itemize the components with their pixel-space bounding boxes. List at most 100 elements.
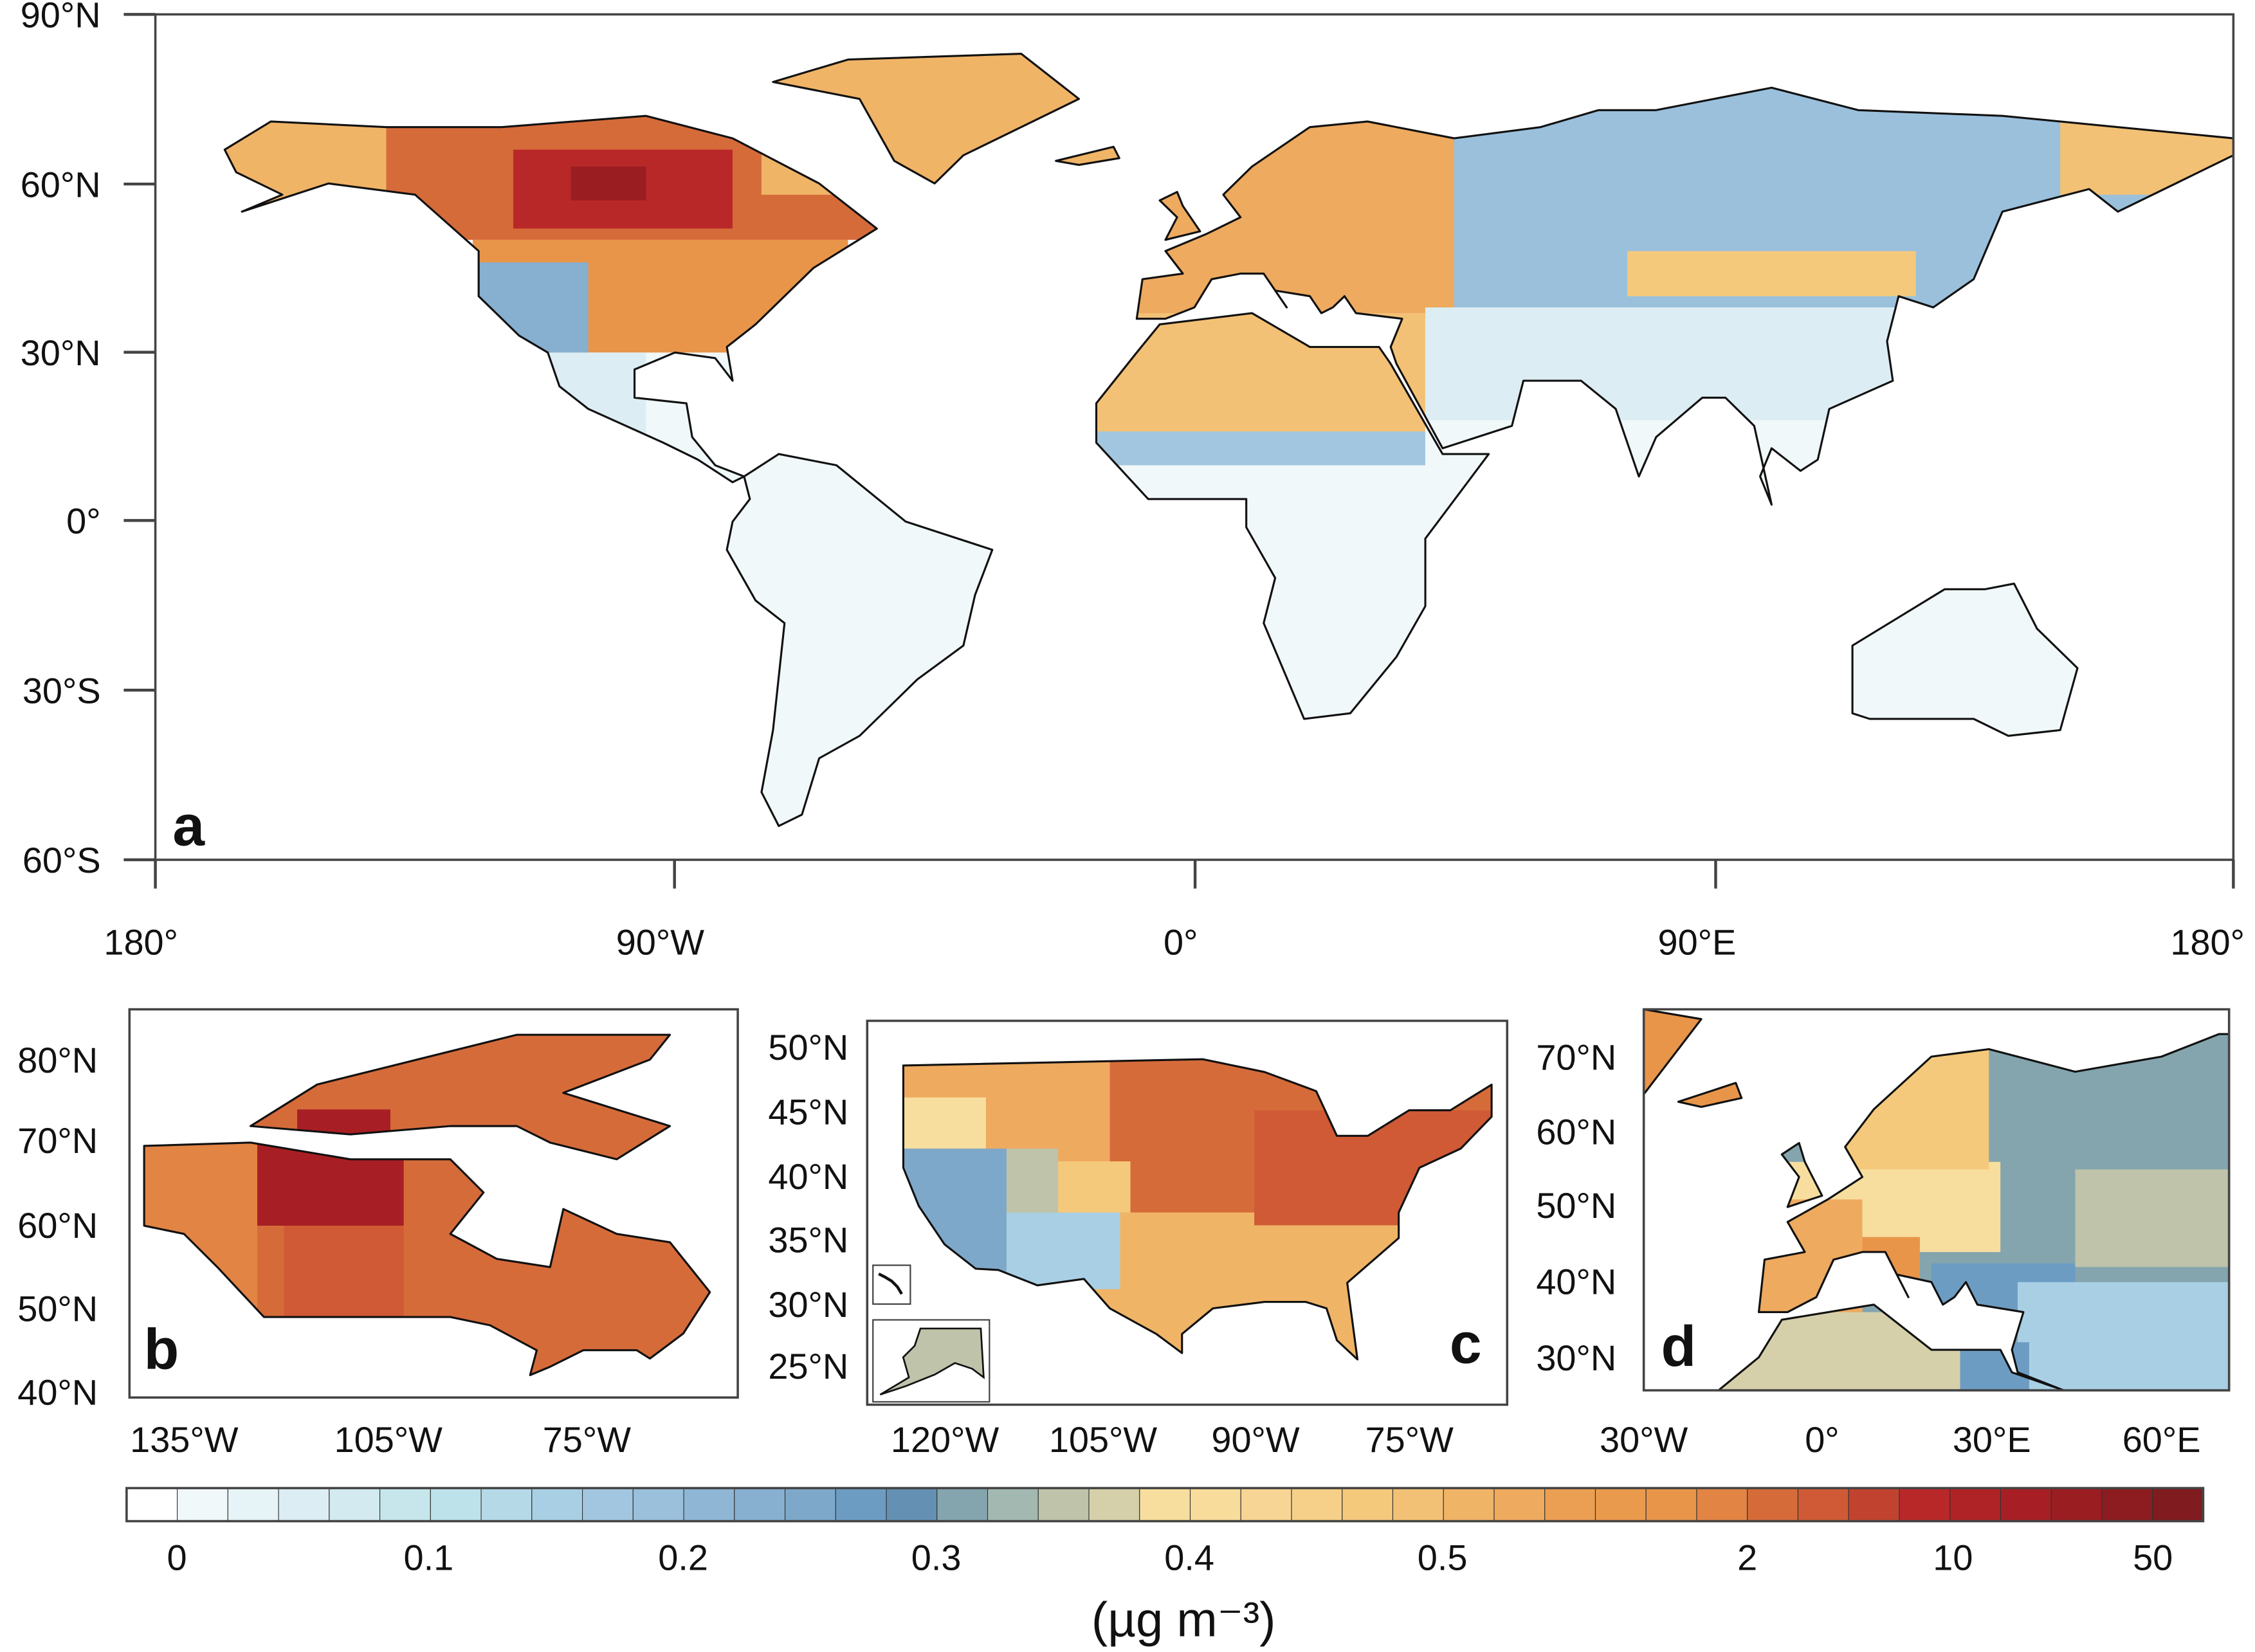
lat-tick: 90°N <box>21 0 101 35</box>
colorbar-swatch <box>987 1487 1039 1522</box>
lat-tick: 60°N <box>1536 1112 1616 1152</box>
concentration-region <box>1090 313 1425 431</box>
colorbar-swatch <box>632 1487 684 1522</box>
colorbar-tick: 0.4 <box>1164 1538 1214 1578</box>
hawaii-islands <box>878 1272 903 1295</box>
colorbar-swatch <box>2152 1487 2204 1522</box>
colorbar-swatch <box>379 1487 431 1522</box>
lat-tick: 60°N <box>21 164 101 204</box>
panel-a-label: a <box>172 794 205 858</box>
lat-tick: 35°N <box>768 1219 848 1260</box>
colorbar-swatch <box>126 1487 178 1522</box>
colorbar-swatch <box>734 1487 786 1522</box>
lat-tick: 40°N <box>768 1156 848 1197</box>
concentration-region <box>1058 1161 1131 1213</box>
concentration-region <box>1701 1312 1960 1391</box>
concentration-region <box>513 352 646 437</box>
lon-tick: 90°W <box>1211 1419 1299 1460</box>
colorbar-swatch <box>531 1487 583 1522</box>
lat-tick: 60°N <box>17 1205 98 1246</box>
lat-tick: 50°N <box>17 1289 98 1329</box>
colorbar-tick: 50 <box>2133 1538 2173 1578</box>
lon-tick: 60°E <box>2123 1419 2201 1460</box>
colorbar-swatch <box>683 1487 735 1522</box>
colorbar-swatch <box>480 1487 533 1522</box>
lon-tick: 0° <box>1805 1419 1839 1460</box>
colorbar-swatch <box>1240 1487 1292 1522</box>
hawaii-inset <box>872 1264 911 1305</box>
panel-a-tick-marks <box>123 13 2235 889</box>
colorbar-unit-label: (µg m⁻³) <box>1091 1592 1276 1647</box>
colorbar-swatch <box>1342 1487 1394 1522</box>
lon-tick: 75°W <box>543 1419 631 1460</box>
panel-c-frame <box>866 1019 1509 1406</box>
colorbar-swatch <box>430 1487 482 1522</box>
concentration-region <box>1862 1237 1920 1305</box>
alaska-shape <box>879 1327 985 1396</box>
panel-b-label: b <box>144 1317 179 1381</box>
colorbar-swatch <box>1544 1487 1596 1522</box>
colorbar-swatch <box>1848 1487 1900 1522</box>
colorbar-tick: 10 <box>1933 1538 1973 1578</box>
lon-tick: 105°W <box>334 1419 443 1460</box>
colorbar-swatch <box>1088 1487 1140 1522</box>
lat-tick: 50°N <box>1536 1185 1616 1226</box>
lat-tick: 50°N <box>768 1027 848 1067</box>
panel-c-usa-map <box>872 1058 1493 1403</box>
concentration-region <box>1079 431 1425 466</box>
colorbar-swatch <box>1747 1487 1799 1522</box>
lat-tick: 45°N <box>768 1091 848 1132</box>
colorbar-swatch <box>1594 1487 1647 1522</box>
concentration-region <box>2075 1169 2229 1267</box>
coastline <box>223 53 2234 828</box>
lon-tick: 180° <box>2170 922 2245 963</box>
lon-tick: 75°W <box>1365 1419 1454 1460</box>
colorbar-tick: 0.5 <box>1418 1538 1468 1578</box>
colorbar-swatch <box>1139 1487 1191 1522</box>
colorbar-swatch <box>581 1487 634 1522</box>
lon-tick: 30°E <box>1953 1419 2031 1460</box>
lat-tick: 80°N <box>17 1040 98 1080</box>
colorbar-swatch <box>1392 1487 1444 1522</box>
colorbar-frame <box>125 1487 2205 1523</box>
concentration-region <box>903 1097 986 1149</box>
concentration-region <box>1425 307 1916 421</box>
concentration-region <box>473 262 589 364</box>
colorbar-swatch <box>1899 1487 1951 1522</box>
concentration-region <box>224 98 387 217</box>
lon-tick: 0° <box>1164 922 1198 963</box>
coastline <box>902 1058 1493 1361</box>
colorbar-swatch <box>1037 1487 1090 1522</box>
colorbar-swatch <box>886 1487 938 1522</box>
concentration-region <box>903 1148 1007 1276</box>
lat-tick: 40°N <box>17 1372 98 1412</box>
colorbar-swatch <box>278 1487 330 1522</box>
colorbar-swatch <box>2050 1487 2103 1522</box>
lat-tick: 60°S <box>23 840 101 880</box>
concentration-region <box>1627 251 1916 296</box>
concentration-region <box>1006 1212 1120 1289</box>
lon-tick: 105°W <box>1049 1419 1158 1460</box>
colorbar-tick: 0.2 <box>658 1538 708 1578</box>
coastline <box>143 1033 711 1376</box>
panel-d-europe-map <box>1643 1008 2231 1392</box>
colorbar-swatch <box>329 1487 381 1522</box>
lat-tick: 70°N <box>17 1120 98 1161</box>
colorbar-swatch <box>784 1487 836 1522</box>
lon-tick: 30°W <box>1600 1419 1688 1460</box>
panel-b-canada-map <box>143 1033 711 1376</box>
colorbar-swatch <box>1291 1487 1343 1522</box>
concentration-region <box>144 1142 257 1325</box>
colorbar-swatch <box>1493 1487 1546 1522</box>
colorbar-swatch <box>1797 1487 1849 1522</box>
panel-d-label: d <box>1661 1314 1697 1378</box>
lon-tick: 180° <box>104 922 178 963</box>
concentration-region <box>571 167 646 201</box>
concentration-region <box>1254 1110 1492 1226</box>
concentration-region <box>1006 1148 1059 1213</box>
lon-tick: 135°W <box>130 1419 239 1460</box>
lat-tick: 0° <box>66 501 100 541</box>
panel-a-lat-ticks: 90°N 60°N 30°N 0° 30°S 60°S <box>21 0 101 880</box>
colorbar-swatch <box>1443 1487 1495 1522</box>
lat-tick: 30°N <box>768 1284 848 1325</box>
